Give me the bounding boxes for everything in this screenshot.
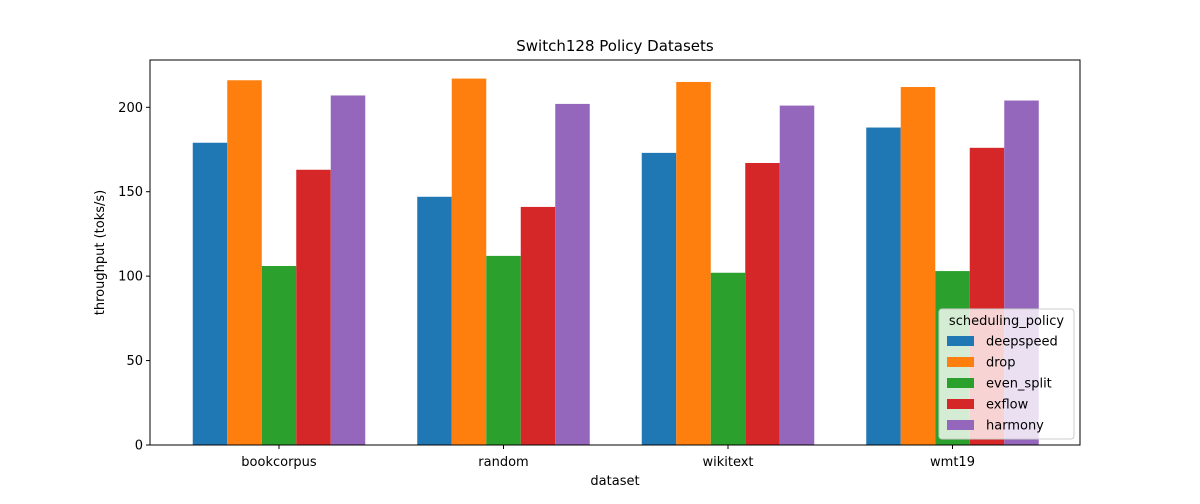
legend-label-deepspeed: deepspeed xyxy=(986,335,1058,350)
y-tick-label: 50 xyxy=(126,354,143,369)
legend-label-even_split: even_split xyxy=(986,377,1052,392)
bar-drop-wikitext xyxy=(676,81,711,445)
x-tick-label-random: random xyxy=(478,455,528,470)
bar-deepspeed-wmt19 xyxy=(866,127,901,446)
bar-deepspeed-bookcorpus xyxy=(192,142,228,446)
bar-even_split-bookcorpus xyxy=(261,266,297,445)
bar-harmony-random xyxy=(555,103,590,446)
legend-swatch-drop xyxy=(947,357,974,367)
legend-label-harmony: harmony xyxy=(986,419,1044,434)
legend: scheduling_policy deepspeed drop even_spli… xyxy=(938,308,1075,440)
x-tick-label-bookcorpus: bookcorpus xyxy=(241,455,317,470)
legend-swatch-harmony xyxy=(947,420,974,430)
y-axis-label: throughput (toks/s) xyxy=(93,190,108,315)
bar-exflow-wikitext xyxy=(745,163,780,445)
x-axis: bookcorpus random wikitext wmt19 xyxy=(241,445,975,470)
legend-swatch-deepspeed xyxy=(947,336,974,346)
bar-even_split-wikitext xyxy=(710,272,746,445)
legend-swatch-exflow xyxy=(947,399,974,409)
bar-drop-bookcorpus xyxy=(227,80,262,446)
bar-deepspeed-wikitext xyxy=(641,152,677,445)
y-tick-label: 150 xyxy=(118,185,143,200)
chart-title: Switch128 Policy Datasets xyxy=(516,37,714,55)
bar-drop-wmt19 xyxy=(900,87,936,445)
y-tick-label: 100 xyxy=(118,270,143,285)
y-tick-label: 0 xyxy=(135,439,143,454)
legend-swatch-even_split xyxy=(947,378,974,388)
bar-even_split-random xyxy=(486,255,521,445)
plot-frame xyxy=(149,59,1081,446)
bar-drop-random xyxy=(451,78,487,446)
bar-deepspeed-random xyxy=(417,196,452,445)
legend-label-drop: drop xyxy=(986,356,1016,371)
y-axis: 0 50 100 150 200 xyxy=(118,101,150,454)
x-tick-label-wmt19: wmt19 xyxy=(930,455,975,470)
x-axis-label: dataset xyxy=(590,474,639,489)
bar-exflow-bookcorpus xyxy=(296,169,331,445)
bars-layer xyxy=(192,78,1039,446)
legend-title: scheduling_policy xyxy=(949,314,1064,329)
bar-harmony-wikitext xyxy=(779,105,815,445)
bar-exflow-random xyxy=(520,206,556,445)
y-tick-label: 200 xyxy=(118,101,143,116)
x-tick-label-wikitext: wikitext xyxy=(702,455,753,470)
bar-harmony-bookcorpus xyxy=(330,95,366,446)
legend-label-exflow: exflow xyxy=(986,398,1029,413)
